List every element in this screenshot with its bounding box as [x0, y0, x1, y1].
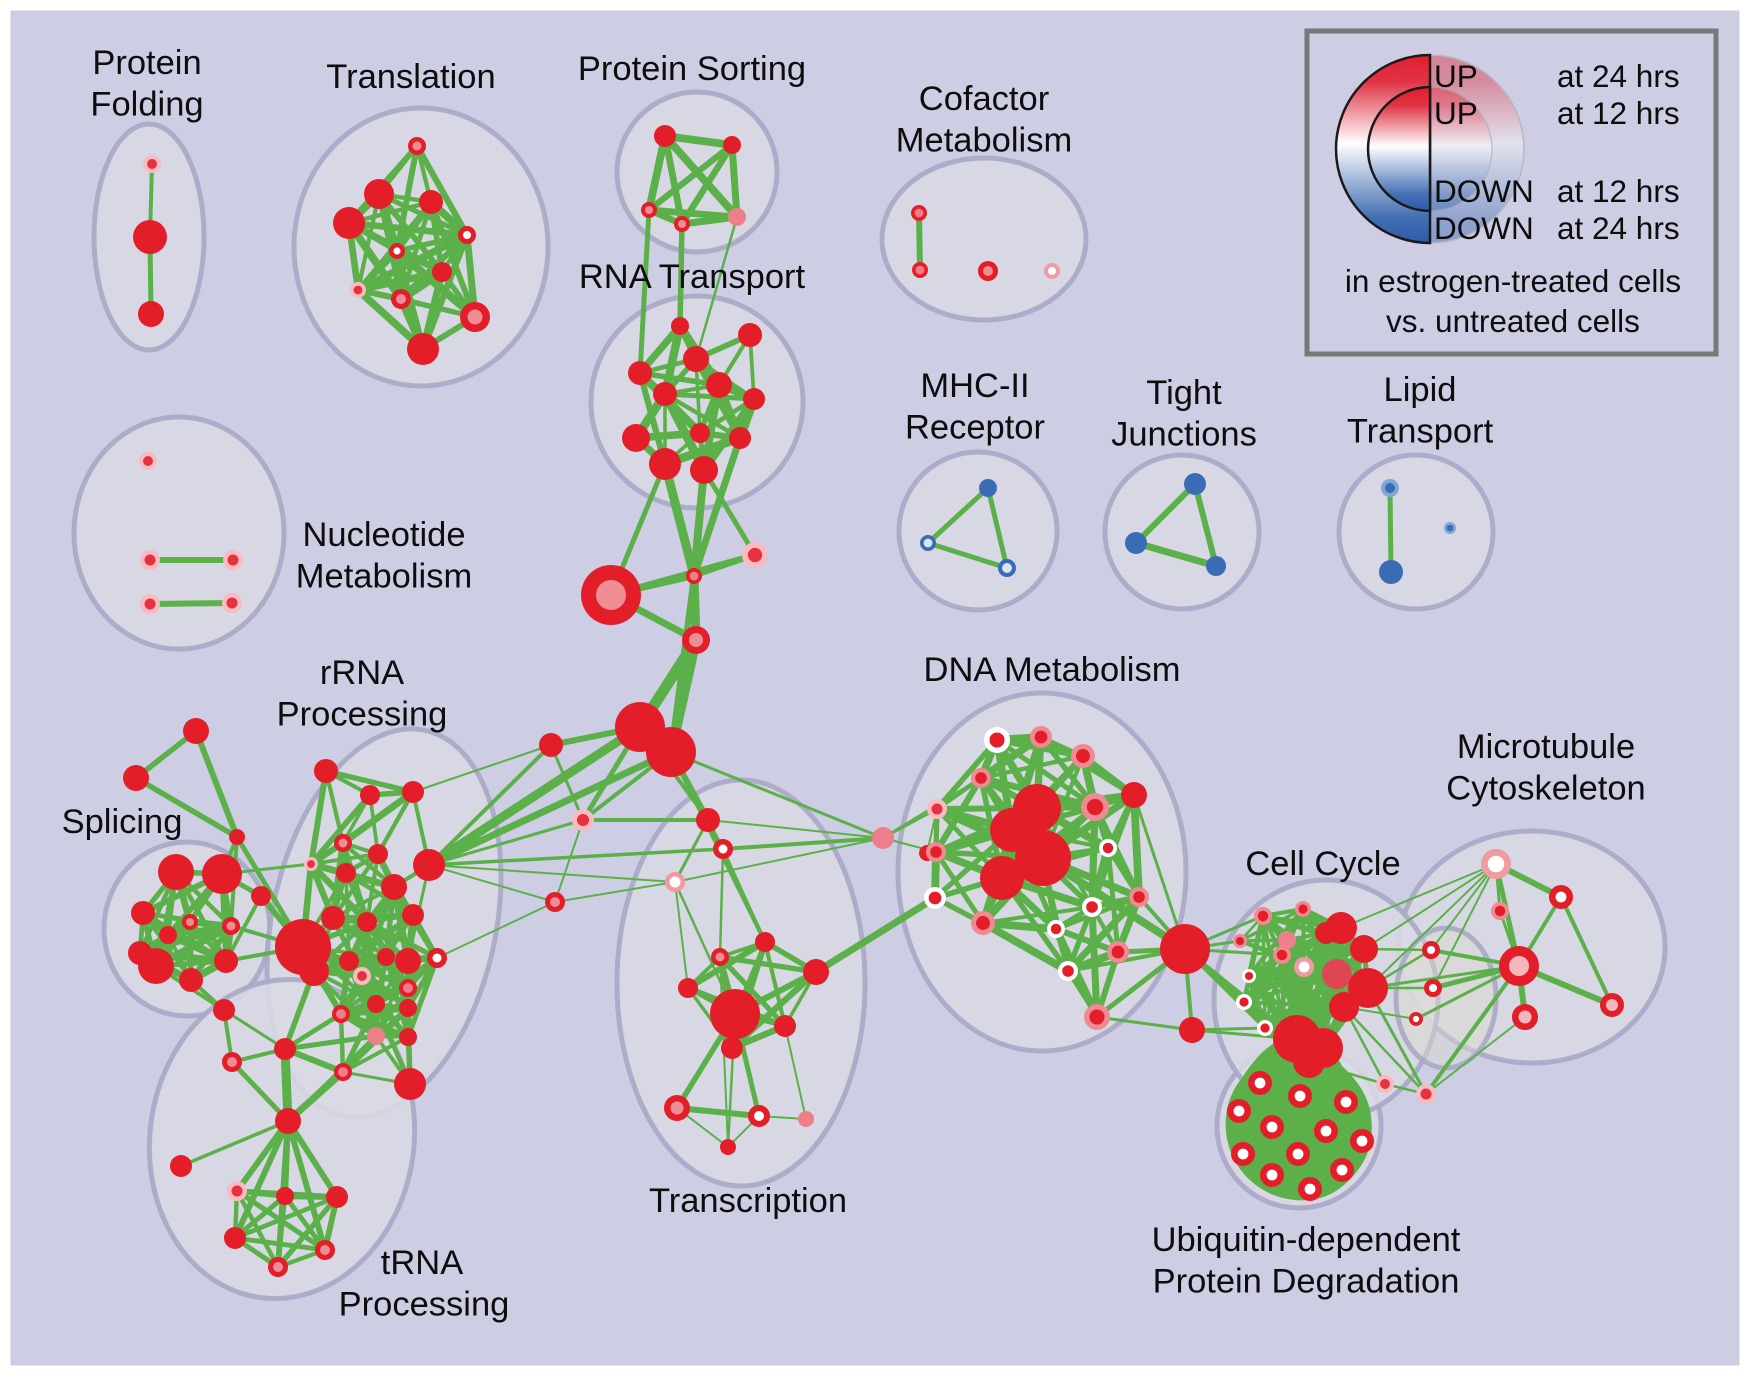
svg-text:at 24 hrs: at 24 hrs: [1557, 210, 1680, 246]
svg-text:Processing: Processing: [339, 1286, 510, 1324]
svg-text:UP: UP: [1434, 95, 1478, 131]
svg-text:DNA Metabolism: DNA Metabolism: [924, 651, 1181, 689]
svg-text:Metabolism: Metabolism: [896, 122, 1072, 160]
svg-text:in estrogen-treated cells: in estrogen-treated cells: [1345, 263, 1681, 299]
svg-text:Protein Degradation: Protein Degradation: [1153, 1263, 1460, 1301]
svg-text:Translation: Translation: [326, 58, 495, 96]
svg-text:Lipid: Lipid: [1384, 371, 1457, 409]
svg-text:Protein Sorting: Protein Sorting: [578, 50, 806, 88]
svg-text:MHC-II: MHC-II: [920, 367, 1029, 405]
svg-text:at 12 hrs: at 12 hrs: [1557, 173, 1680, 209]
svg-text:Processing: Processing: [277, 696, 448, 734]
svg-text:at 12 hrs: at 12 hrs: [1557, 95, 1680, 131]
svg-text:vs. untreated cells: vs. untreated cells: [1386, 303, 1640, 339]
svg-text:rRNA: rRNA: [320, 654, 404, 692]
svg-text:Receptor: Receptor: [905, 409, 1045, 447]
svg-text:Metabolism: Metabolism: [296, 558, 472, 596]
svg-text:Transport: Transport: [1347, 413, 1494, 451]
svg-text:Folding: Folding: [90, 86, 203, 124]
svg-text:UP: UP: [1434, 58, 1478, 94]
svg-text:DOWN: DOWN: [1434, 210, 1534, 246]
svg-text:Protein: Protein: [92, 44, 201, 82]
svg-text:Cofactor: Cofactor: [919, 80, 1049, 118]
svg-text:RNA Transport: RNA Transport: [579, 258, 806, 296]
svg-text:Cytoskeleton: Cytoskeleton: [1446, 770, 1645, 808]
svg-text:Splicing: Splicing: [62, 803, 183, 841]
svg-text:Ubiquitin-dependent: Ubiquitin-dependent: [1152, 1221, 1461, 1259]
svg-text:Tight: Tight: [1146, 374, 1222, 412]
svg-text:tRNA: tRNA: [381, 1244, 463, 1282]
svg-text:Microtubule: Microtubule: [1457, 728, 1635, 766]
svg-text:Nucleotide: Nucleotide: [302, 516, 465, 554]
svg-text:Junctions: Junctions: [1111, 416, 1257, 454]
svg-text:Transcription: Transcription: [649, 1182, 847, 1220]
svg-text:DOWN: DOWN: [1434, 173, 1534, 209]
svg-text:Cell Cycle: Cell Cycle: [1245, 845, 1400, 883]
svg-text:at 24 hrs: at 24 hrs: [1557, 58, 1680, 94]
